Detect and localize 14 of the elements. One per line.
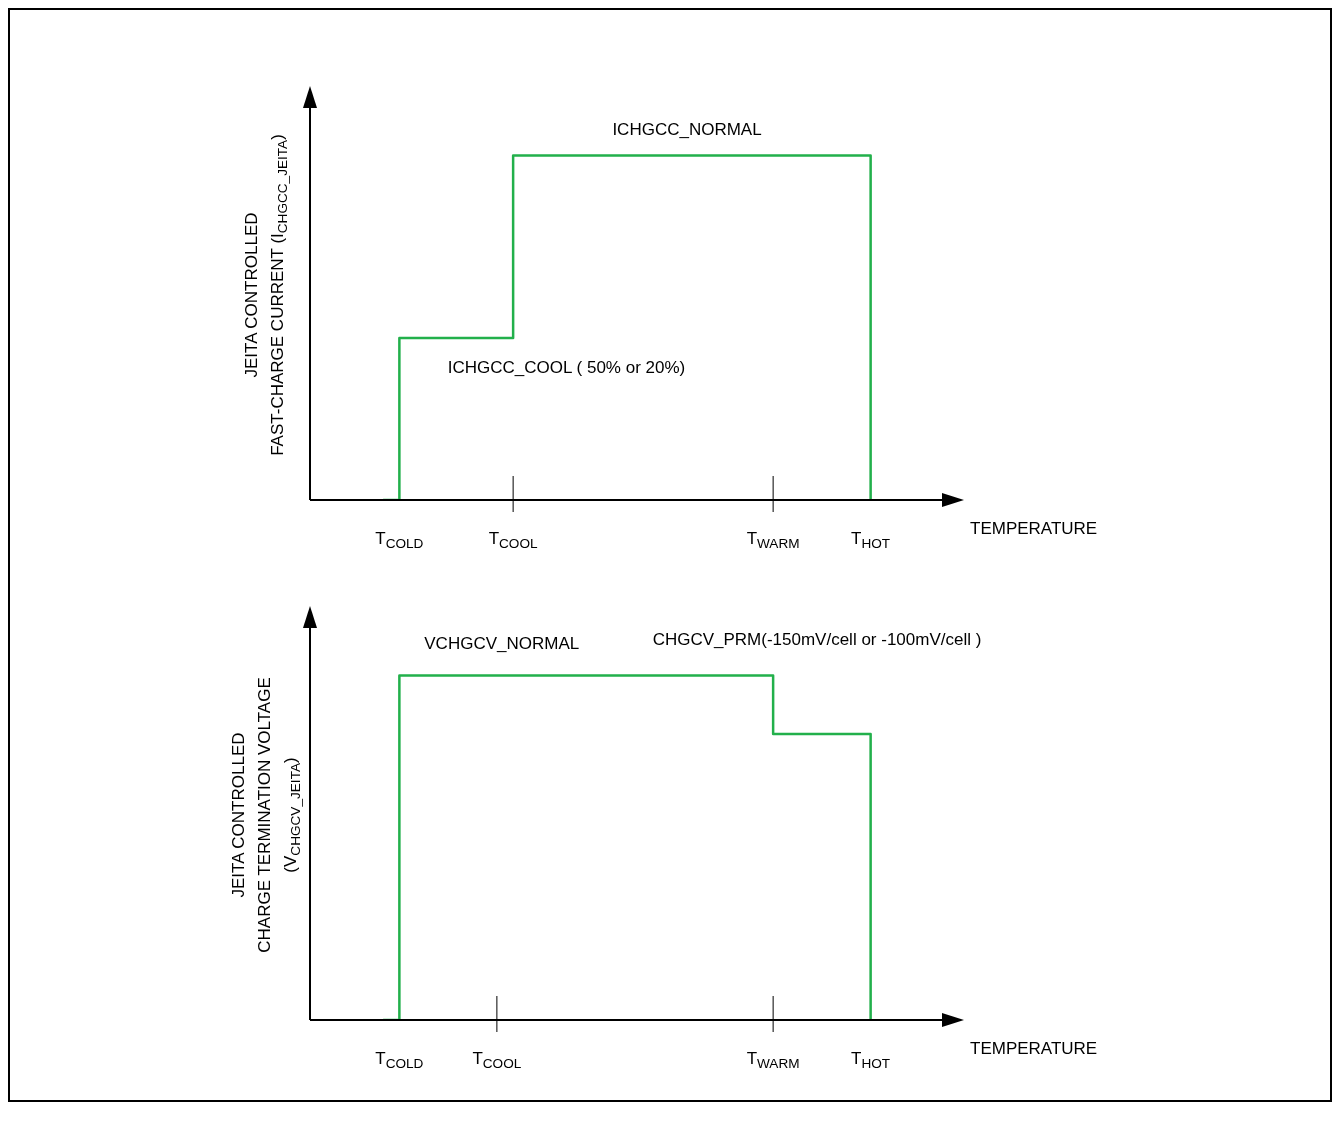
x-tick-label: T$_{HOT}$ bbox=[851, 529, 891, 551]
x-tick-label: T$_{COLD}$ bbox=[375, 529, 424, 551]
text: VCHGCV_NORMAL bbox=[424, 634, 580, 654]
x-tick-label: T$_{WARM}$ bbox=[746, 529, 800, 551]
annotation: ICHGCC_COOL ( 50% or 20%) bbox=[447, 358, 686, 378]
x-tick-label: T$_{COOL}$ bbox=[488, 529, 539, 551]
x-tick-label: T$_{HOT}$ bbox=[851, 1049, 891, 1071]
x-tick-label: T$_{WARM}$ bbox=[746, 1049, 800, 1071]
x-axis-title: TEMPERATURE bbox=[970, 519, 1098, 538]
x-tick-label: T$_{COOL}$ bbox=[472, 1049, 522, 1071]
x-axis-title: TEMPERATURE bbox=[970, 1039, 1098, 1058]
text: ICHGCC_NORMAL bbox=[612, 120, 762, 140]
text: CHGCV_PRM(-150mV/cell or -100mV/cell ) bbox=[652, 630, 982, 650]
x-tick-label: T$_{COLD}$ bbox=[375, 1049, 424, 1071]
